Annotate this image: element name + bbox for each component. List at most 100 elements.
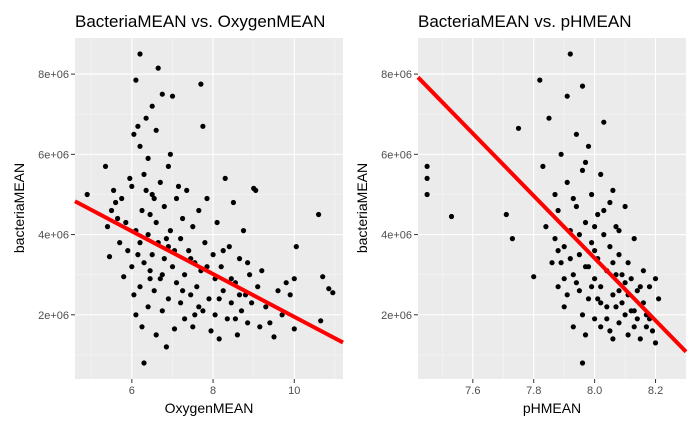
- data-point: [139, 324, 145, 330]
- plot-background-ph: [418, 38, 686, 379]
- data-point: [196, 304, 202, 310]
- data-point: [320, 274, 326, 280]
- data-point: [592, 224, 598, 230]
- data-point: [607, 244, 613, 250]
- fit-line-oxygen: [74, 199, 344, 345]
- data-point: [169, 264, 176, 270]
- data-point: [579, 312, 586, 318]
- data-point: [649, 328, 656, 334]
- data-point: [135, 252, 141, 258]
- data-point: [631, 324, 637, 330]
- data-point: [165, 163, 171, 169]
- data-point: [135, 123, 141, 129]
- data-point: [226, 244, 232, 250]
- data-point: [531, 274, 537, 280]
- data-point: [161, 203, 167, 210]
- data-point: [106, 254, 113, 260]
- data-point: [625, 332, 631, 338]
- data-point: [616, 320, 622, 326]
- data-point: [573, 280, 580, 286]
- regression-line: [416, 75, 688, 354]
- data-point: [582, 219, 589, 226]
- data-point: [165, 296, 171, 302]
- x-tick-label: 6: [129, 385, 135, 397]
- panel-oxygen: BacteriaMEAN vs. OxygenMEAN 6 8 10 2e+06 4e+…: [11, 12, 344, 416]
- data-point: [190, 324, 196, 330]
- data-point: [228, 276, 234, 282]
- data-point: [561, 276, 567, 282]
- data-point: [159, 308, 165, 314]
- x-tick-label: 7.8: [526, 385, 541, 397]
- data-point: [564, 179, 570, 185]
- data-point: [224, 316, 230, 322]
- data-point: [552, 191, 558, 198]
- data-point: [631, 236, 637, 242]
- data-point: [592, 316, 598, 322]
- chart-title-oxygen: BacteriaMEAN vs. OxygenMEAN: [75, 12, 325, 31]
- y-tick-label: 2e+06: [381, 310, 412, 322]
- data-point: [616, 228, 622, 234]
- data-point: [601, 207, 607, 214]
- data-point: [247, 272, 253, 278]
- data-point: [232, 316, 238, 322]
- data-point: [220, 288, 226, 294]
- data-point: [267, 320, 273, 326]
- data-point: [616, 252, 622, 258]
- data-point: [589, 240, 595, 246]
- data-point: [104, 224, 111, 230]
- data-point: [180, 215, 186, 222]
- data-point: [576, 288, 583, 294]
- data-point: [631, 308, 637, 314]
- data-point: [579, 360, 586, 366]
- data-point: [576, 232, 583, 238]
- data-point: [171, 326, 178, 332]
- points-ph: [424, 51, 662, 366]
- data-point: [216, 296, 222, 302]
- data-point: [84, 191, 90, 198]
- data-point: [186, 248, 192, 254]
- data-point: [582, 332, 589, 338]
- data-point: [129, 264, 135, 270]
- data-point: [622, 312, 628, 318]
- data-point: [119, 195, 125, 202]
- data-point: [184, 187, 190, 193]
- data-point: [652, 340, 659, 346]
- data-point: [543, 224, 549, 230]
- y-tick-label: 6e+06: [38, 149, 69, 161]
- data-point: [147, 268, 153, 274]
- x-axis-title-oxygen: OxygenMEAN: [165, 400, 254, 416]
- data-point: [190, 224, 196, 230]
- data-point: [652, 276, 659, 282]
- data-point: [604, 316, 610, 322]
- data-point: [570, 195, 576, 202]
- data-point: [619, 272, 625, 278]
- x-axis-title-ph: pHMEAN: [523, 400, 581, 416]
- data-point: [293, 244, 299, 250]
- data-point: [141, 171, 147, 177]
- data-point: [291, 276, 297, 282]
- data-point: [220, 248, 226, 254]
- data-point: [157, 179, 163, 185]
- data-point: [555, 207, 561, 214]
- data-point: [555, 248, 561, 254]
- data-point: [200, 123, 206, 129]
- data-point: [537, 77, 543, 83]
- data-point: [131, 292, 137, 298]
- data-point: [182, 272, 188, 278]
- data-point: [255, 284, 261, 290]
- data-point: [628, 276, 634, 282]
- data-point: [573, 131, 580, 137]
- data-point: [263, 304, 269, 310]
- data-point: [149, 103, 155, 109]
- data-point: [214, 219, 220, 226]
- data-point: [579, 167, 586, 173]
- data-point: [253, 187, 259, 193]
- data-point: [595, 296, 601, 302]
- data-point: [159, 272, 165, 278]
- y-tick-label: 8e+06: [38, 69, 69, 81]
- data-point: [137, 143, 143, 149]
- x-tick-label: 8.0: [587, 385, 602, 397]
- data-point: [424, 191, 430, 198]
- data-point: [173, 195, 180, 202]
